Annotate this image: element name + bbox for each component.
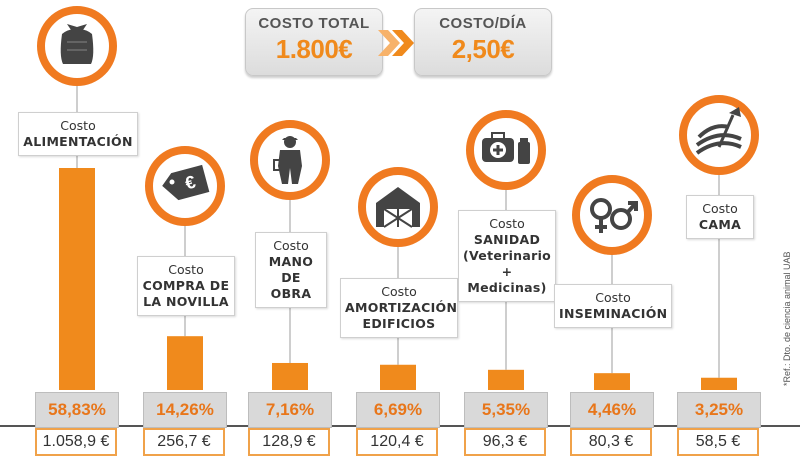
percentage-label-3: 7,16% — [248, 392, 332, 428]
category-label-2: Costo COMPRA DE LA NOVILLA — [137, 256, 235, 316]
pitchfork-bedding-icon — [679, 95, 759, 175]
medical-kit-icon — [466, 110, 546, 190]
daily-cost-box: COSTO/DÍA 2,50€ — [414, 8, 552, 76]
daily-cost-value: 2,50€ — [451, 34, 515, 64]
category-label-7: Costo CAMA — [686, 195, 754, 239]
label-name: SANIDAD (Veterinario + Medicinas) — [463, 232, 552, 295]
label-prefix: Costo — [273, 238, 309, 253]
category-label-5: Costo SANIDAD (Veterinario + Medicinas) — [458, 210, 556, 302]
label-name: MANO DE OBRA — [268, 254, 314, 301]
amount-label-1: 1.058,9 € — [35, 428, 117, 456]
label-prefix: Costo — [595, 290, 631, 305]
total-cost-value: 1.800€ — [275, 34, 353, 64]
arrow-icon — [378, 30, 414, 56]
label-name: AMORTIZACIÓN EDIFICIOS — [345, 300, 458, 331]
category-label-6: Costo INSEMINACIÓN — [554, 284, 672, 328]
percentage-label-5: 5,35% — [464, 392, 548, 428]
category-label-3: Costo MANO DE OBRA — [255, 232, 327, 308]
barn-icon — [358, 167, 438, 247]
source-note: *Ref.: Dto. de ciencia animal UAB — [782, 251, 792, 386]
amount-label-2: 256,7 € — [143, 428, 225, 456]
category-label-1: Costo ALIMENTACIÓN — [18, 112, 138, 156]
bar-4 — [380, 364, 416, 390]
percentage-label-1: 58,83% — [35, 392, 119, 428]
total-cost-box: COSTO TOTAL 1.800€ — [245, 8, 383, 76]
label-prefix: Costo — [381, 284, 417, 299]
bar-2 — [167, 336, 203, 390]
bar-5 — [488, 369, 524, 390]
feed-sack-icon — [37, 6, 117, 86]
label-name: ALIMENTACIÓN — [23, 134, 133, 149]
label-prefix: Costo — [489, 216, 525, 231]
farm-worker-icon — [250, 120, 330, 200]
bar-7 — [701, 377, 737, 390]
bar-3 — [272, 362, 308, 390]
total-cost-label: COSTO TOTAL — [258, 15, 370, 32]
gender-symbols-icon — [572, 175, 652, 255]
daily-cost-label: COSTO/DÍA — [439, 15, 527, 32]
bar-6 — [594, 373, 630, 390]
svg-text:€: € — [183, 172, 198, 194]
label-prefix: Costo — [702, 201, 738, 216]
percentage-label-4: 6,69% — [356, 392, 440, 428]
amount-label-3: 128,9 € — [248, 428, 330, 456]
amount-label-6: 80,3 € — [570, 428, 652, 456]
category-label-4: Costo AMORTIZACIÓN EDIFICIOS — [340, 278, 458, 338]
label-name: COMPRA DE LA NOVILLA — [142, 278, 230, 309]
amount-label-5: 96,3 € — [464, 428, 546, 456]
amount-label-7: 58,5 € — [677, 428, 759, 456]
euro-price-tag-icon: € — [145, 146, 225, 226]
label-prefix: Costo — [168, 262, 204, 277]
percentage-label-2: 14,26% — [143, 392, 227, 428]
bar-1 — [59, 168, 95, 390]
percentage-label-6: 4,46% — [570, 392, 654, 428]
label-name: CAMA — [698, 217, 742, 232]
percentage-label-7: 3,25% — [677, 392, 761, 428]
amount-label-4: 120,4 € — [356, 428, 438, 456]
label-name: INSEMINACIÓN — [559, 306, 668, 321]
label-prefix: Costo — [60, 118, 96, 133]
